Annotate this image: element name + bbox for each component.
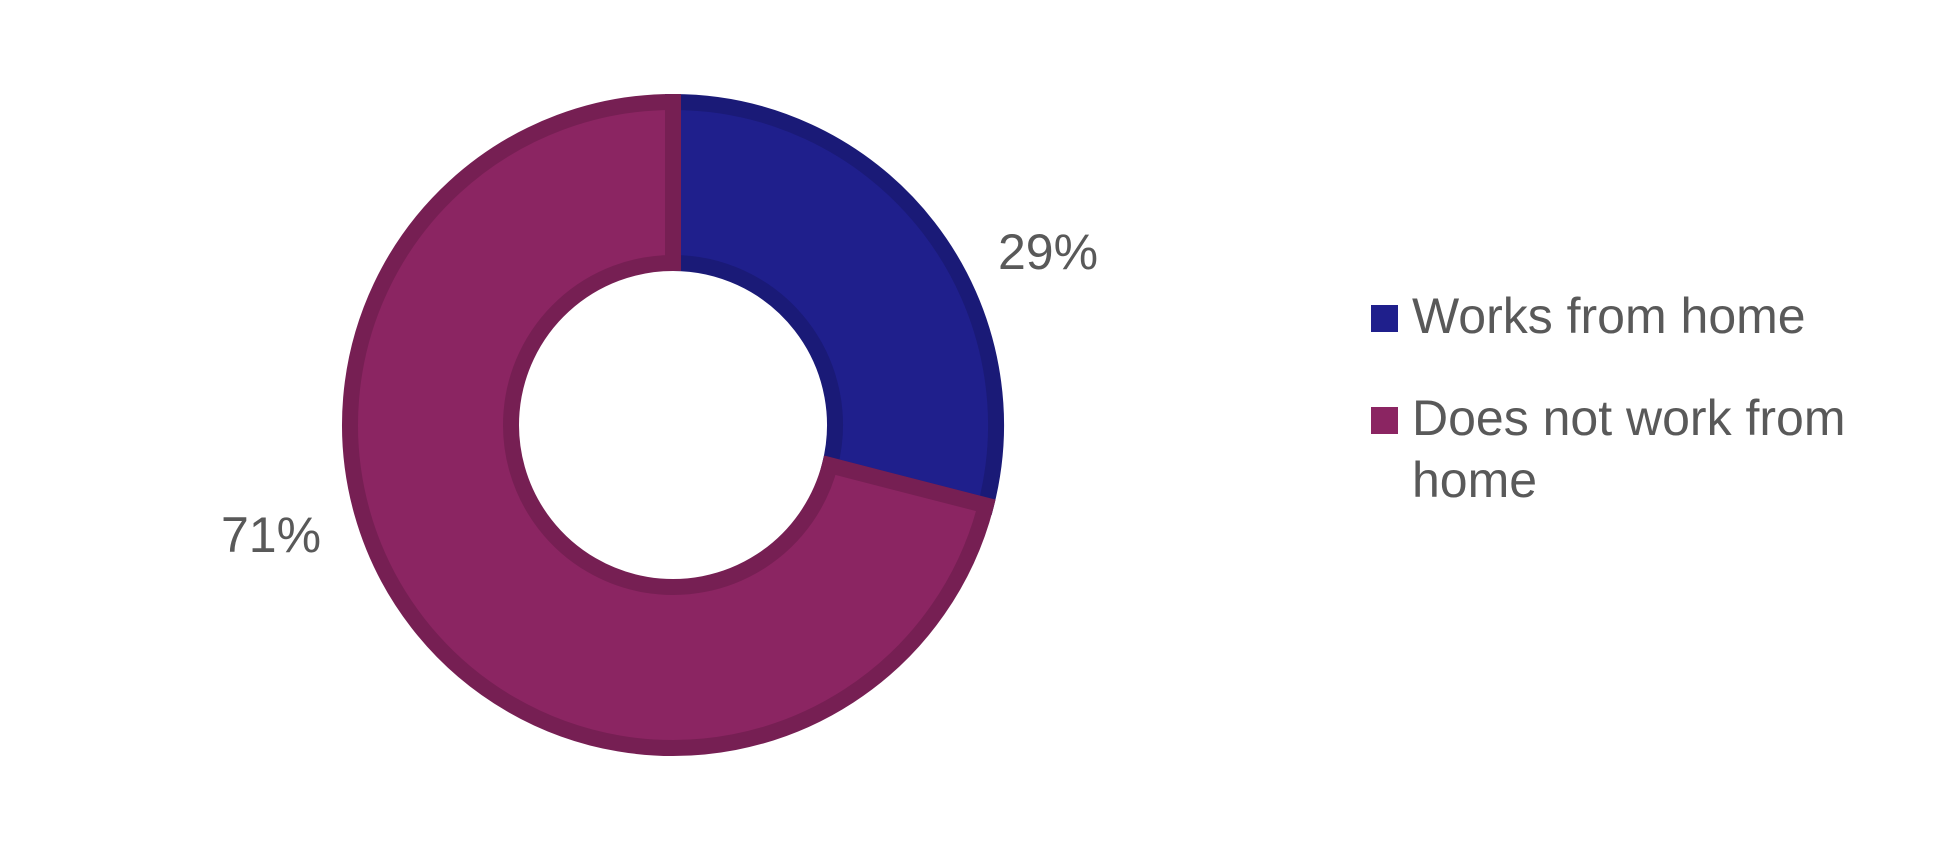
data-label: 71% [221,507,321,563]
legend-label: Works from home [1412,288,1806,344]
donut-slice [665,93,1004,516]
legend: Works from home Does not work from home [1371,285,1911,551]
legend-swatch [1371,305,1398,332]
legend-label: Does not work from home [1412,390,1846,508]
legend-swatch [1371,407,1398,434]
donut-slice [342,93,996,756]
legend-item: Works from home [1371,285,1911,347]
data-label: 29% [998,224,1098,280]
legend-item: Does not work from home [1371,387,1911,511]
